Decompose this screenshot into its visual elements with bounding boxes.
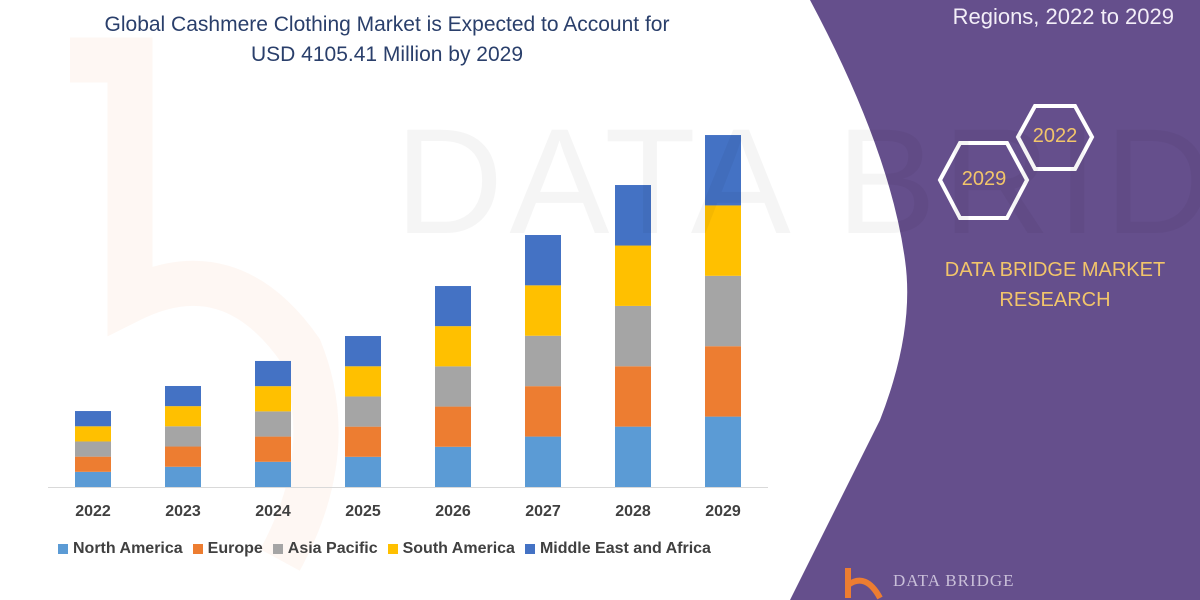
legend-label: North America: [73, 540, 183, 557]
x-tick-label: 2028: [615, 503, 651, 520]
bar-2023-europe: [165, 446, 201, 467]
x-tick-label: 2024: [255, 503, 291, 520]
bar-2029-south-america: [705, 205, 741, 276]
side-title: Regions, 2022 to 2029: [952, 4, 1174, 29]
x-tick-label: 2025: [345, 503, 381, 520]
bar-2027-middle-east-and-africa: [525, 235, 561, 286]
purple-panel: [790, 0, 1200, 600]
legend: North America Europe Asia Pacific South …: [58, 540, 711, 558]
bar-2024-europe: [255, 436, 291, 462]
brand-line-2: RESEARCH: [999, 289, 1111, 311]
bar-2026-middle-east-and-africa: [435, 286, 471, 327]
bar-2027-asia-pacific: [525, 335, 561, 387]
bar-2023-asia-pacific: [165, 426, 201, 447]
legend-swatch: [524, 544, 535, 554]
bar-2026-north-america: [435, 446, 471, 487]
bar-2028-south-america: [615, 245, 651, 306]
bar-2024-middle-east-and-africa: [255, 360, 291, 387]
legend-label: Middle East and Africa: [539, 540, 711, 557]
bar-2025-north-america: [345, 456, 381, 487]
hexagon-2029: [937, 141, 1030, 220]
legend-swatch: [272, 544, 283, 554]
bar-2024-south-america: [255, 386, 291, 412]
bar-2022-europe: [75, 456, 111, 472]
x-tick-label: 2029: [705, 503, 741, 520]
svg-text:DATA BRIDGE: DATA BRIDGE: [893, 571, 1015, 590]
bar-2027-south-america: [525, 285, 561, 336]
bar-2029-europe: [705, 346, 741, 417]
bar-2026-south-america: [435, 326, 471, 367]
legend-middle-east-africa: Middle East and Africa: [524, 540, 711, 558]
chart-title-line-2: USD 4105.41 Million by 2029: [251, 43, 523, 66]
bar-2028-europe: [615, 366, 651, 427]
legend-label: Europe: [207, 540, 263, 557]
bars: [75, 135, 741, 487]
legend-label: Asia Pacific: [287, 540, 378, 557]
legend-label: South America: [402, 540, 515, 557]
legend-europe: Europe: [192, 540, 263, 558]
legend-swatch: [387, 544, 398, 554]
x-tick-label: 2026: [435, 503, 471, 520]
hexagon-2022: [1015, 104, 1095, 171]
brand-line-1: DATA BRIDGE MARKET: [944, 259, 1166, 281]
bar-2022-north-america: [75, 471, 111, 487]
bar-2025-south-america: [345, 366, 381, 397]
chart-title-line-1: Global Cashmere Clothing Market is Expec…: [104, 13, 670, 36]
legend-north-america: North America: [58, 540, 183, 558]
bar-2029-asia-pacific: [705, 275, 741, 347]
watermark-text: DATA BRIDGE: [395, 95, 1200, 268]
bar-2025-middle-east-and-africa: [345, 336, 381, 367]
bar-2024-asia-pacific: [255, 411, 291, 437]
bar-2028-asia-pacific: [615, 305, 651, 367]
legend-asia-pacific: Asia Pacific: [272, 540, 378, 558]
bar-2022-south-america: [75, 426, 111, 442]
bar-2027-europe: [525, 386, 561, 437]
bar-2025-europe: [345, 426, 381, 457]
bar-2028-middle-east-and-africa: [615, 185, 651, 246]
legend-south-america: South America: [387, 540, 515, 558]
legend-swatch: [192, 544, 203, 554]
bar-2022-asia-pacific: [75, 441, 111, 457]
bar-2026-europe: [435, 406, 471, 447]
bar-2023-south-america: [165, 406, 201, 427]
hexagon-label-2029: 2029: [961, 168, 1007, 190]
bar-2023-middle-east-and-africa: [165, 385, 201, 407]
x-tick-label: 2022: [75, 503, 111, 520]
hexagon-label-2022: 2022: [1032, 125, 1078, 147]
watermark-logo: [70, 37, 339, 571]
bar-2028-north-america: [615, 426, 651, 487]
bar-2022-middle-east-and-africa: [75, 411, 111, 427]
bar-2029-north-america: [705, 416, 741, 487]
x-tick-label: 2027: [525, 503, 561, 520]
bar-2023-north-america: [165, 466, 201, 487]
bar-2029-middle-east-and-africa: [705, 135, 741, 206]
bar-2025-asia-pacific: [345, 396, 381, 427]
bar-2027-north-america: [525, 436, 561, 487]
bar-2026-asia-pacific: [435, 366, 471, 407]
x-tick-label: 2023: [165, 503, 201, 520]
legend-swatch: [58, 544, 68, 554]
footer-logo: DATA BRIDGE: [845, 568, 1015, 600]
bar-2024-north-america: [255, 461, 291, 487]
brand-name: DATA BRIDGE MARKET RESEARCH: [920, 255, 1190, 315]
